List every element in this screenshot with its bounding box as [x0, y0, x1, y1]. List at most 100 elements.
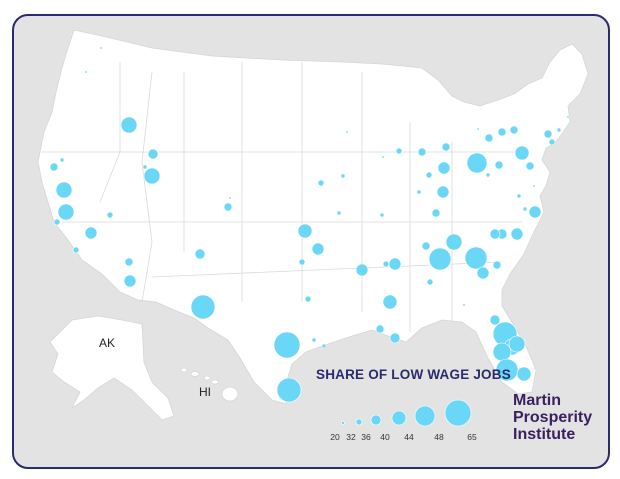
city-bubble [147, 148, 159, 160]
city-bubble [556, 127, 562, 133]
city-bubble [416, 189, 422, 195]
legend-bubble [370, 414, 382, 426]
alaska-label: AK [99, 336, 116, 350]
city-bubble [426, 278, 434, 286]
legend-title: SHARE OF LOW WAGE JOBS [316, 367, 511, 382]
city-bubble [223, 202, 233, 212]
city-bubble [84, 226, 98, 240]
city-bubble [49, 162, 59, 172]
city-bubble [464, 246, 488, 270]
alaska-land [49, 315, 175, 421]
city-bubble [379, 212, 385, 218]
city-bubble [321, 343, 327, 349]
legend-tick-label: 44 [404, 432, 414, 442]
city-bubble [431, 208, 441, 218]
city-bubble [124, 257, 134, 267]
legend-bubble [341, 421, 345, 425]
city-bubble [276, 377, 302, 403]
city-bubble [382, 294, 398, 310]
city-bubble [317, 179, 325, 187]
city-bubble [516, 366, 532, 382]
city-bubble [436, 185, 450, 199]
city-bubble [273, 331, 301, 359]
legend-bubbles [341, 399, 472, 427]
legend-tick-label: 48 [434, 432, 444, 442]
city-bubble [445, 233, 463, 251]
city-bubble [509, 125, 519, 135]
us-contiguous-land [37, 29, 589, 405]
city-bubble [340, 173, 346, 179]
city-bubble [120, 116, 138, 134]
bubble-layer [49, 46, 570, 403]
city-bubble [190, 294, 216, 320]
city-bubble [489, 314, 501, 326]
hawaii-land [180, 367, 239, 402]
city-bubble [437, 161, 451, 175]
city-bubble [476, 127, 480, 131]
city-bubble [516, 193, 522, 199]
city-bubble [106, 211, 114, 219]
city-bubble [194, 248, 206, 260]
city-bubble [489, 228, 501, 240]
city-bubble [421, 241, 431, 251]
city-bubble [53, 218, 61, 226]
city-bubble [123, 274, 137, 288]
city-bubble [355, 263, 369, 277]
legend-bubble [444, 399, 472, 427]
city-bubble [492, 342, 512, 362]
city-bubble [514, 145, 530, 161]
legend-tick-label: 65 [467, 432, 477, 442]
city-bubble [485, 172, 491, 178]
us-map [37, 29, 589, 427]
city-bubble [59, 157, 65, 163]
city-bubble [57, 203, 75, 221]
city-bubble [532, 184, 536, 188]
city-bubble [566, 115, 570, 119]
city-bubble [425, 171, 433, 179]
city-bubble [55, 181, 73, 199]
city-bubble [484, 133, 494, 143]
legend-bubble [355, 418, 363, 426]
city-bubble [304, 295, 312, 303]
city-bubble [441, 142, 451, 152]
city-bubble [395, 147, 403, 155]
logo-line-1: Martin [513, 392, 561, 409]
city-bubble [84, 70, 88, 74]
city-bubble [143, 167, 161, 185]
legend-tick-label: 36 [361, 432, 371, 442]
martin-prosperity-logo: Martin Prosperity Institute [513, 392, 592, 443]
city-bubble [336, 210, 342, 216]
legend-tick-label: 20 [330, 432, 340, 442]
city-bubble [375, 324, 385, 334]
map-frame [12, 14, 610, 469]
city-bubble [99, 46, 103, 50]
legend-bubble [414, 405, 436, 427]
city-bubble [510, 227, 524, 241]
city-bubble [311, 242, 325, 256]
city-bubble [528, 205, 542, 219]
legend-tick-label: 32 [346, 432, 356, 442]
city-bubble [417, 147, 427, 157]
city-bubble [388, 257, 402, 271]
city-bubble [508, 335, 526, 353]
city-bubble [381, 155, 385, 159]
city-bubble [297, 223, 313, 239]
city-bubble [462, 303, 466, 307]
city-bubble [345, 130, 349, 134]
city-bubble [72, 246, 80, 254]
city-bubble [466, 152, 488, 174]
city-bubble [228, 196, 232, 200]
city-bubble [494, 160, 504, 170]
city-bubble [522, 206, 528, 212]
city-bubble [311, 337, 317, 343]
logo-line-2: Prosperity [513, 409, 593, 426]
city-bubble [476, 266, 490, 280]
city-bubble [497, 127, 507, 137]
city-bubble [543, 129, 553, 139]
city-bubble [298, 258, 306, 266]
hawaii-label: HI [199, 385, 211, 399]
city-bubble [492, 260, 502, 270]
legend-bubble [391, 410, 407, 426]
logo-line-3: Institute [513, 426, 576, 443]
legend-tick-label: 40 [380, 432, 390, 442]
